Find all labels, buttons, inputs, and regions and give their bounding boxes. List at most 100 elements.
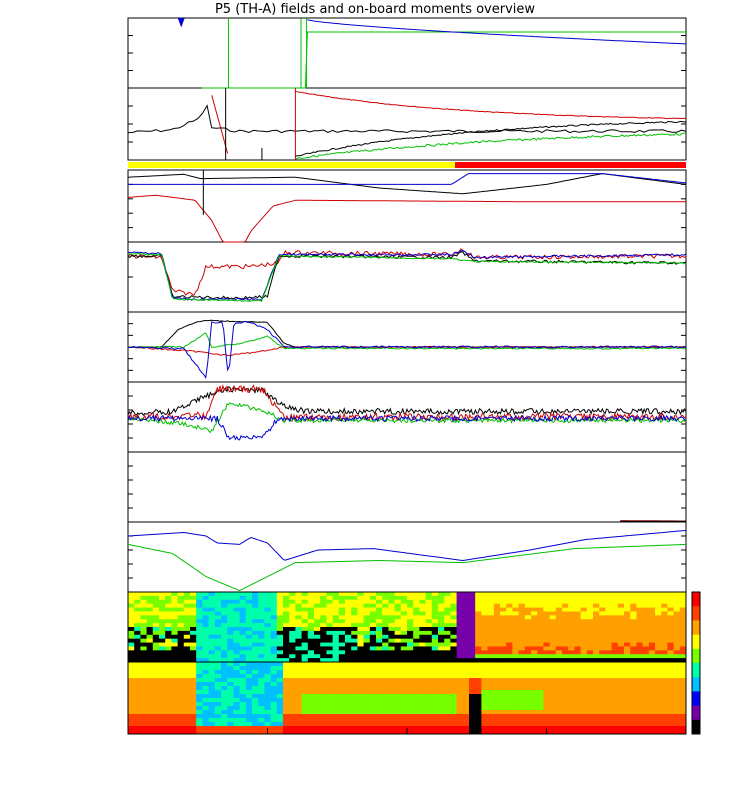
peer-cell — [369, 666, 377, 671]
peer-cell — [140, 726, 147, 731]
peer-cell — [295, 694, 302, 699]
peer-cell — [295, 690, 302, 695]
peir-cell — [543, 627, 550, 632]
peir-cell — [555, 627, 563, 632]
peir-cell — [438, 630, 445, 636]
peer-cell — [407, 694, 414, 699]
peer-cell — [326, 714, 333, 719]
peer-cell — [369, 702, 377, 707]
peir-cell — [270, 611, 278, 616]
peir-cell — [413, 592, 420, 597]
peer-cell — [586, 714, 594, 719]
peer-cell — [376, 674, 383, 679]
peir-cell — [190, 646, 197, 651]
peir-cell — [270, 619, 278, 624]
peer-cell — [438, 722, 445, 727]
peer-cell — [270, 682, 278, 687]
peir-cell — [221, 642, 228, 647]
peir-cell — [338, 658, 346, 663]
peir-cell — [624, 654, 631, 659]
peir-cell — [655, 627, 662, 632]
peir-cell — [617, 611, 625, 616]
peer-cell — [190, 698, 197, 703]
peir-cell — [140, 650, 147, 655]
peir-cell — [438, 654, 445, 659]
peer-cell — [320, 722, 327, 727]
peer-cell — [400, 698, 408, 703]
peer-cell — [376, 662, 383, 667]
peer-cell — [512, 666, 519, 671]
peir-cell — [345, 619, 352, 624]
peir-cell — [332, 615, 340, 620]
peer-cell — [128, 678, 135, 683]
peir-cell — [580, 650, 588, 655]
peir-cell — [413, 646, 420, 651]
peer-cell — [270, 662, 278, 667]
peir-cell — [655, 638, 662, 643]
peer-cell — [413, 726, 420, 731]
peir-cell — [444, 634, 451, 640]
peir-cell — [462, 627, 470, 632]
peir-cell — [320, 623, 327, 628]
peer-cell — [363, 710, 371, 715]
peir-cell — [307, 627, 315, 632]
peer-cell — [134, 702, 141, 707]
peer-cell — [617, 690, 625, 695]
peir-cell — [605, 595, 612, 601]
peer-cell — [351, 698, 358, 703]
peer-cell — [493, 686, 501, 691]
peer-cell — [648, 710, 656, 715]
peir-cell — [679, 623, 687, 628]
peer-cell — [593, 666, 600, 671]
peir-cell — [537, 634, 544, 640]
peer-cell — [636, 718, 643, 723]
peir-cell — [574, 658, 581, 663]
peir-cell — [568, 623, 575, 628]
peir-cell — [456, 658, 464, 663]
peer-cell — [611, 670, 619, 675]
peir-cell — [183, 592, 191, 597]
peer-cell — [456, 674, 464, 679]
peer-cell — [543, 690, 550, 695]
peer-cell — [140, 666, 147, 671]
peir-cell — [524, 607, 532, 612]
peir-cell — [487, 638, 495, 643]
peir-cell — [190, 603, 197, 608]
peir-cell — [419, 638, 426, 643]
peir-cell — [270, 650, 278, 655]
peer-cell — [624, 702, 631, 707]
peir-cell — [481, 595, 488, 601]
peer-cell — [407, 662, 414, 667]
colorbar-swatch — [692, 705, 700, 721]
peer-cell — [438, 662, 445, 667]
peer-cell — [332, 674, 340, 679]
peir-cell — [134, 642, 141, 647]
peer-cell — [382, 706, 389, 711]
peer-cell — [537, 706, 544, 711]
peir-cell — [258, 607, 265, 612]
peir-cell — [661, 638, 668, 643]
peir-cell — [586, 650, 594, 655]
peir-cell — [655, 623, 662, 628]
peer-cell — [475, 722, 482, 727]
peir-cell — [307, 630, 315, 636]
peer-cell — [661, 698, 668, 703]
peir-cell — [574, 607, 581, 612]
peir-cell — [289, 638, 296, 643]
peir-cell — [506, 638, 513, 643]
peer-cell — [400, 718, 408, 723]
peer-cell — [295, 682, 302, 687]
peir-cell — [227, 642, 234, 647]
peir-cell — [469, 619, 476, 624]
peir-cell — [524, 646, 532, 651]
peer-cell — [159, 678, 166, 683]
peer-cell — [481, 722, 488, 727]
peer-cell — [301, 710, 309, 715]
peir-cell — [487, 619, 495, 624]
peir-cell — [159, 607, 166, 612]
peer-cell — [202, 682, 209, 687]
peer-cell — [314, 726, 321, 731]
peer-cell — [152, 666, 160, 671]
peir-cell — [363, 646, 371, 651]
peir-cell — [431, 623, 439, 628]
